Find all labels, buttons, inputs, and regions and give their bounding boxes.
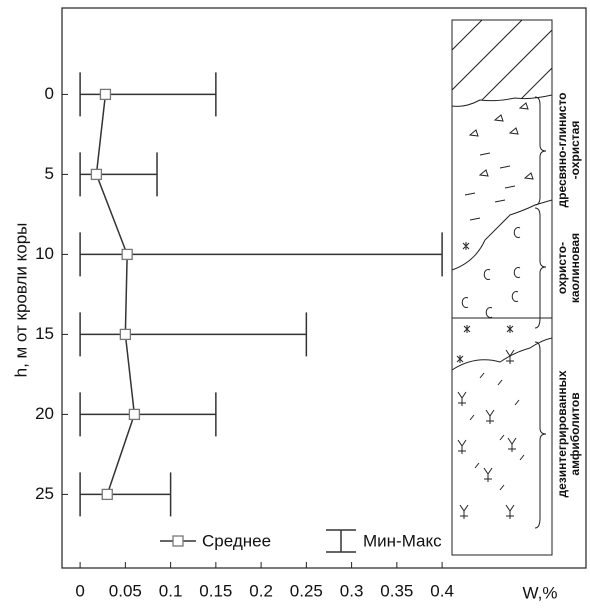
mean-line — [95, 94, 136, 495]
y-axis-label: h, м от кровли коры — [11, 223, 30, 378]
x-tick-label: 0 — [75, 581, 84, 600]
annotation-line: каолиновая — [568, 233, 582, 303]
x-tick-label: 0.35 — [380, 581, 413, 600]
x-tick-label: 0.4 — [430, 581, 454, 600]
y-tick-label: 0 — [45, 84, 54, 103]
mean-marker — [121, 248, 133, 261]
lithology-column — [451, 19, 553, 556]
mean-marker — [90, 168, 103, 181]
x-tick-label: 0.25 — [290, 581, 323, 600]
x-axis-label: W,% — [523, 583, 558, 602]
y-tick-label: 25 — [35, 484, 54, 503]
legend: Среднее Мин-Макс — [160, 529, 442, 553]
annotation: дезинтегрированных амфиболитов — [555, 370, 582, 497]
y-tick-label: 20 — [35, 404, 54, 423]
annotation: охристо-каолиновая — [555, 233, 582, 303]
annotation-line: амфиболитов — [568, 392, 582, 475]
mean-marker — [99, 88, 112, 101]
mean-marker — [128, 408, 141, 421]
x-tick-label: 0.05 — [109, 581, 142, 600]
x-tick-label: 0.3 — [340, 581, 364, 600]
plot-frame — [61, 7, 587, 569]
legend-marker — [172, 535, 184, 547]
y-tick-label: 10 — [35, 244, 54, 263]
y-tick-label: 15 — [35, 324, 54, 343]
annotation-line: дресвяно-глинисто — [555, 93, 569, 208]
legend-label: Среднее — [202, 531, 271, 550]
annotation-line: охристо- — [555, 242, 569, 294]
annotation-line: дезинтегрированных — [555, 370, 569, 497]
x-tick-label: 0.15 — [199, 581, 232, 600]
mean-marker — [101, 488, 113, 501]
annotation-line: -охристая — [568, 121, 582, 180]
x-tick-label: 0.2 — [249, 581, 273, 600]
legend-label: Мин-Макс — [363, 531, 442, 550]
legend-marker — [326, 529, 356, 553]
mean-marker — [119, 328, 132, 341]
annotation: дресвяно-глинисто -охристая — [555, 93, 582, 208]
x-tick-label: 0.1 — [159, 581, 183, 600]
y-tick-label: 5 — [45, 164, 54, 183]
